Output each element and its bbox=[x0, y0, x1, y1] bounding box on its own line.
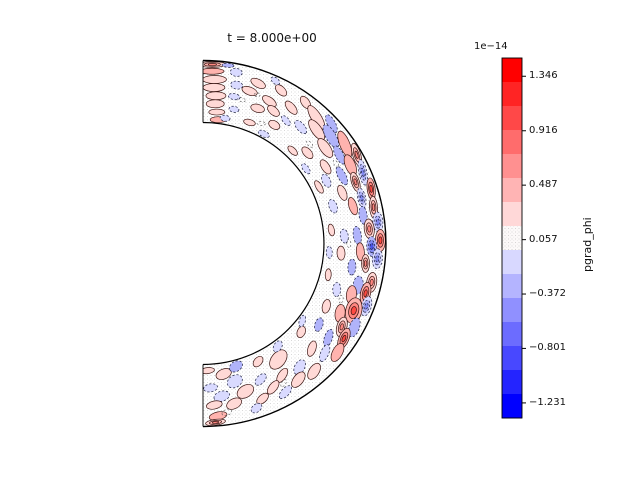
colorbar-tick-label: −1.231 bbox=[529, 396, 567, 408]
colorbar-tick-label: 0.487 bbox=[529, 179, 558, 191]
colorbar-tick-label: −0.372 bbox=[529, 288, 567, 300]
colorbar-tick-label: 0.916 bbox=[529, 124, 558, 136]
colorbar-scale-label: 1e−14 bbox=[474, 41, 508, 52]
colorbar-tick-label: 0.057 bbox=[529, 233, 558, 245]
colorbar-tick-label: 1.346 bbox=[529, 70, 558, 82]
colorbar bbox=[501, 57, 526, 419]
colorbar-tick-label: −0.801 bbox=[529, 342, 567, 354]
contour-blobs bbox=[203, 61, 386, 426]
colorbar-axis-label: pgrad_phi bbox=[581, 217, 594, 273]
plot-title: t = 8.000e+00 bbox=[227, 31, 317, 45]
